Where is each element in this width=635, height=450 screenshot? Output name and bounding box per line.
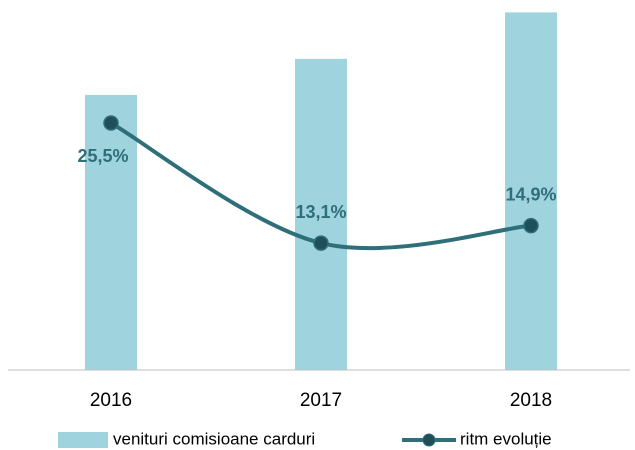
legend-label: ritm evoluție: [460, 429, 552, 448]
line-marker: [103, 115, 119, 131]
x-tick-label: 2016: [90, 390, 132, 411]
legend-label: venituri comisioane carduri: [113, 429, 315, 448]
data-label: 13,1%: [295, 202, 346, 222]
x-tick-label: 2017: [300, 390, 342, 411]
bar: [85, 94, 137, 370]
bar: [295, 58, 347, 371]
x-tick-label: 2018: [510, 390, 552, 411]
line-marker: [313, 235, 329, 251]
data-label: 14,9%: [505, 184, 556, 204]
line-marker: [523, 217, 539, 234]
data-label: 25,5%: [77, 146, 128, 166]
bar: [505, 12, 557, 371]
legend-swatch: [58, 432, 108, 448]
legend-marker: [422, 433, 436, 447]
